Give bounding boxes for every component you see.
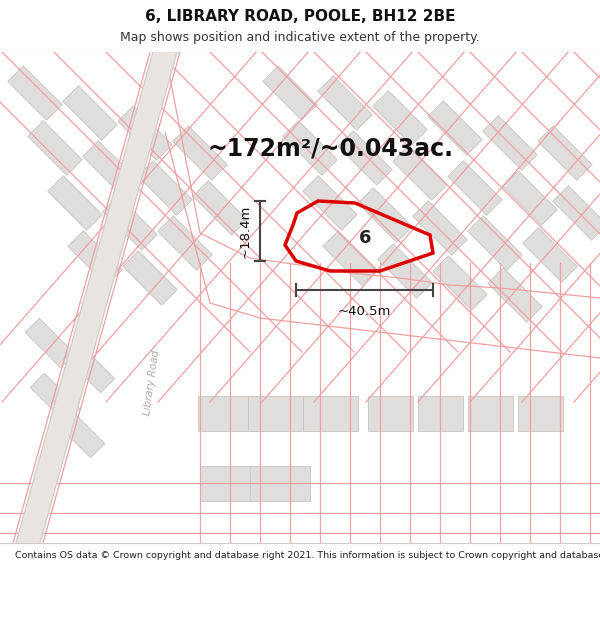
Polygon shape [173,126,227,180]
Polygon shape [103,196,157,250]
Polygon shape [200,466,260,501]
Polygon shape [553,186,600,240]
Polygon shape [538,126,592,180]
Text: 6, LIBRARY ROAD, POOLE, BH12 2BE: 6, LIBRARY ROAD, POOLE, BH12 2BE [145,9,455,24]
Polygon shape [428,101,482,155]
Polygon shape [55,408,105,458]
Polygon shape [30,373,80,423]
Polygon shape [48,176,102,230]
Polygon shape [197,396,263,431]
Polygon shape [468,216,522,270]
Polygon shape [158,216,212,270]
Text: Map shows position and indicative extent of the property.: Map shows position and indicative extent… [120,31,480,44]
Polygon shape [83,141,137,195]
Polygon shape [517,396,563,431]
Polygon shape [433,256,487,310]
Polygon shape [318,76,372,130]
Polygon shape [250,466,310,501]
Text: ~172m²/~0.043ac.: ~172m²/~0.043ac. [207,136,453,160]
Polygon shape [303,176,357,230]
Polygon shape [248,396,313,431]
Polygon shape [393,146,447,200]
Polygon shape [448,161,502,215]
Polygon shape [68,231,122,285]
Text: Library Road: Library Road [142,349,161,416]
Polygon shape [367,396,413,431]
Polygon shape [65,343,115,392]
Polygon shape [118,106,172,160]
Polygon shape [193,181,247,235]
Polygon shape [418,396,463,431]
Polygon shape [503,171,557,225]
Polygon shape [338,131,392,185]
Polygon shape [378,244,432,298]
Polygon shape [63,86,117,140]
Polygon shape [413,201,467,255]
Polygon shape [263,66,317,120]
Polygon shape [523,228,577,282]
Polygon shape [488,268,542,322]
Polygon shape [283,121,337,175]
Polygon shape [483,116,537,170]
Polygon shape [373,91,427,145]
Polygon shape [323,231,377,285]
Polygon shape [8,66,62,120]
Polygon shape [138,161,192,215]
Polygon shape [25,318,75,368]
Polygon shape [16,52,177,543]
Polygon shape [302,396,358,431]
Polygon shape [123,251,177,305]
Text: ~40.5m: ~40.5m [338,305,391,318]
Polygon shape [28,121,82,175]
Polygon shape [467,396,512,431]
Text: 6: 6 [359,229,371,247]
Text: Contains OS data © Crown copyright and database right 2021. This information is : Contains OS data © Crown copyright and d… [15,551,600,560]
Text: ~18.4m: ~18.4m [239,204,252,258]
Polygon shape [358,188,412,242]
